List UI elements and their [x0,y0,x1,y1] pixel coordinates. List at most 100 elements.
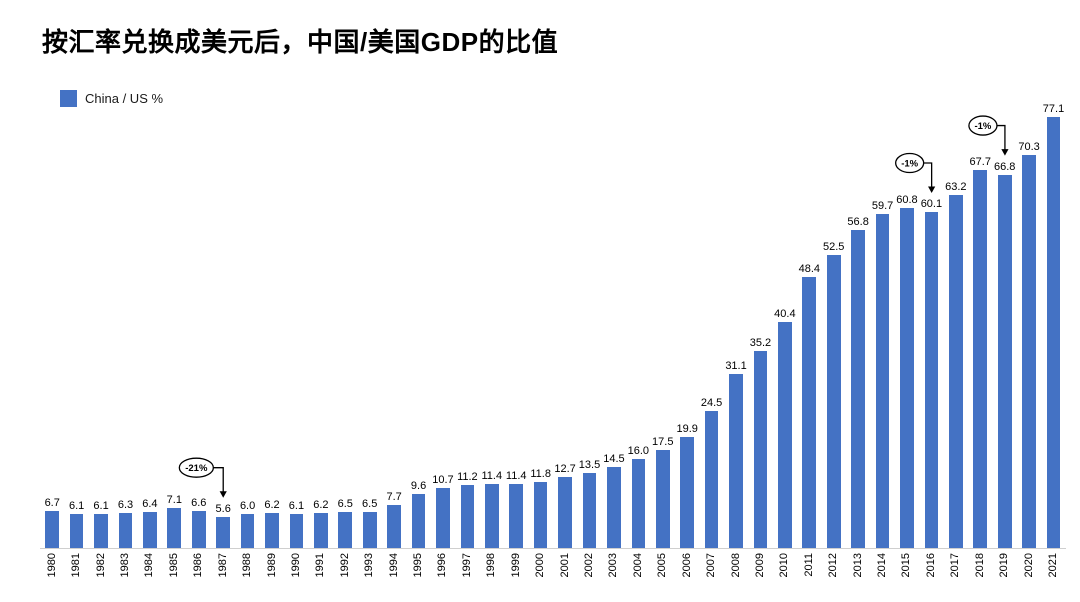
x-tick: 1998 [480,549,504,597]
bar-column-1996: 10.7 [431,98,455,548]
bar [973,169,988,548]
bar-column-1998: 11.4 [480,98,504,548]
x-tick-label: 1983 [118,553,131,578]
bar [607,466,621,548]
value-label: 6.5 [362,497,378,510]
x-tick-label: 1993 [363,553,376,578]
bar [924,212,939,548]
bar [704,411,719,548]
bar-column-1987: 5.6 [211,98,235,548]
bar-column-1999: 11.4 [504,98,528,548]
value-label: 11.4 [481,470,503,483]
x-tick-label: 2012 [827,553,840,578]
x-tick: 2008 [724,549,748,597]
x-tick-label: 1980 [45,553,58,578]
x-tick-label: 1994 [387,553,400,578]
x-tick-label: 1999 [509,553,522,578]
bar [1046,117,1061,548]
x-tick-label: 2019 [998,553,1011,578]
bar [851,230,865,548]
bar [143,512,157,548]
x-tick: 2021 [1041,549,1065,597]
value-label: 56.8 [847,216,869,229]
bar [900,208,914,548]
bar [118,512,133,548]
bar-column-2009: 35.2 [748,98,772,548]
x-tick-label: 2020 [1022,553,1035,578]
x-tick: 2007 [699,549,723,597]
bar-column-2002: 13.5 [577,98,601,548]
bar [533,482,548,548]
bar-column-2018: 67.7 [968,98,992,548]
bar-column-2003: 14.5 [602,98,626,548]
bar-column-2014: 59.7 [870,98,894,548]
x-tick-label: 1991 [314,553,327,578]
x-tick-label: 2011 [802,553,815,577]
value-label: 7.1 [166,494,182,507]
x-tick: 2012 [822,549,846,597]
x-tick: 1985 [162,549,186,597]
x-tick: 2003 [602,549,626,597]
bar-column-1989: 6.2 [260,98,284,548]
bar-column-2005: 17.5 [651,98,675,548]
value-label: 60.8 [896,194,918,207]
x-tick-label: 1989 [265,553,278,578]
legend-swatch [60,90,77,107]
bar [69,513,84,548]
bar [216,516,230,548]
chart-title: 按汇率兑换成美元后，中国/美国GDP的比值 [42,27,559,57]
bar [94,513,108,548]
bar [997,174,1012,548]
bar [436,488,450,548]
chart-region: 6.7 6.1 6.1 6.3 6.4 7.1 6.6 5.6 6.0 6.2 6.1 6.2 6.5 6… [40,98,1066,596]
x-tick: 1999 [504,549,528,597]
x-tick-label: 2010 [778,553,791,578]
bar-column-1984: 6.4 [138,98,162,548]
x-tick: 1993 [357,549,381,597]
x-tick: 1987 [211,549,235,597]
value-label: 6.5 [337,497,353,510]
bar [240,514,255,548]
x-tick: 1982 [89,549,113,597]
value-label: 6.6 [191,497,207,510]
value-label: 5.6 [215,502,231,515]
bar [753,351,768,548]
x-tick-label: 1985 [167,553,180,578]
x-tick: 1997 [455,549,479,597]
bar [1022,155,1036,548]
value-label: 10.7 [432,474,454,487]
value-label: 24.5 [700,397,723,410]
bar-column-1983: 6.3 [113,98,137,548]
x-tick-label: 2001 [558,553,571,578]
bar-column-1981: 6.1 [64,98,88,548]
x-tick: 2009 [748,549,772,597]
value-label: 17.5 [652,436,674,449]
bar-column-2015: 60.8 [895,98,919,548]
bar-column-2008: 31.1 [724,98,748,548]
x-tick-label: 1997 [460,553,473,578]
x-tick: 1995 [406,549,430,597]
bar-column-2021: 77.1 [1041,98,1065,548]
bar [45,510,60,548]
bar-column-2012: 52.5 [822,98,846,548]
x-tick-label: 2005 [656,553,669,578]
x-tick-label: 2016 [924,553,937,578]
x-tick-label: 2018 [973,553,986,578]
x-tick-label: 2004 [631,553,644,578]
bar-column-2016: 60.1 [919,98,943,548]
x-tick: 2004 [626,549,650,597]
x-tick-label: 2021 [1047,553,1059,578]
value-label: 14.5 [603,452,625,465]
bar [631,458,646,548]
bar [167,508,182,548]
x-tick: 1981 [64,549,88,597]
x-tick-label: 1998 [485,553,498,578]
x-tick-label: 2000 [534,553,547,578]
bar-column-1990: 6.1 [284,98,308,548]
x-tick-label: 2003 [607,553,620,578]
x-tick: 1988 [235,549,259,597]
bar-column-2001: 12.7 [553,98,577,548]
value-label: 77.1 [1042,103,1065,115]
x-tick: 2005 [651,549,675,597]
bar-column-2020: 70.3 [1017,98,1041,548]
